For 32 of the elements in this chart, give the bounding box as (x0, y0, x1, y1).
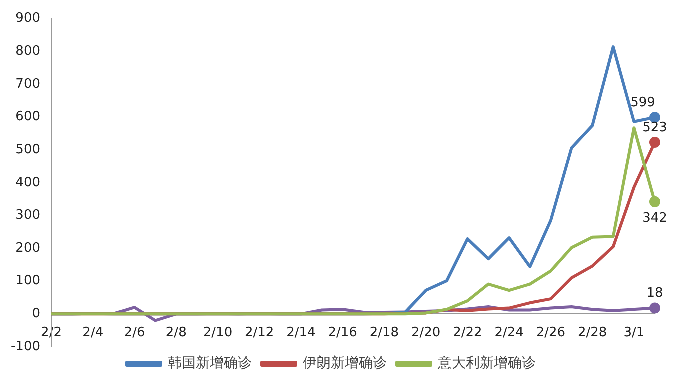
y-tick-label: 400 (16, 175, 41, 190)
x-tick-label: 2/6 (124, 325, 146, 340)
y-tick-label: 900 (16, 11, 41, 26)
data-label: 18 (646, 286, 664, 302)
x-tick-label: 2/8 (166, 325, 187, 340)
x-tick-label: 2/22 (453, 325, 482, 340)
x-tick-label: 3/1 (624, 325, 645, 340)
x-tick-label: 2/26 (536, 325, 566, 340)
x-tick-label: 2/28 (578, 325, 608, 340)
y-tick-label: 600 (16, 110, 41, 125)
x-tick-label: 2/14 (286, 325, 316, 340)
y-tick-label: 800 (16, 44, 41, 59)
y-tick-label: 300 (16, 208, 41, 224)
x-tick-label: 2/18 (370, 325, 400, 340)
x-tick-label: 2/4 (82, 325, 104, 340)
y-tick-label: 700 (16, 76, 41, 92)
y-tick-label: 0 (32, 306, 41, 322)
x-tick-label: 2/20 (411, 325, 441, 340)
y-tick-label: 200 (16, 240, 41, 256)
data-label: 523 (642, 120, 668, 136)
legend-label: 韩国新增确诊 (168, 356, 252, 372)
y-tick-label: 100 (16, 274, 41, 289)
y-tick-label: 500 (16, 142, 41, 158)
legend-label: 意大利新增确诊 (437, 356, 536, 372)
data-label: 342 (642, 210, 668, 226)
x-tick-label: 2/24 (494, 325, 524, 340)
y-tick-label: -100 (10, 339, 41, 354)
x-tick-label: 2/10 (203, 325, 233, 340)
x-tick-label: 2/16 (328, 325, 358, 340)
x-tick-label: 2/12 (245, 325, 274, 340)
legend-label: 伊朗新增确诊 (303, 356, 387, 372)
data-label: 599 (630, 95, 656, 110)
